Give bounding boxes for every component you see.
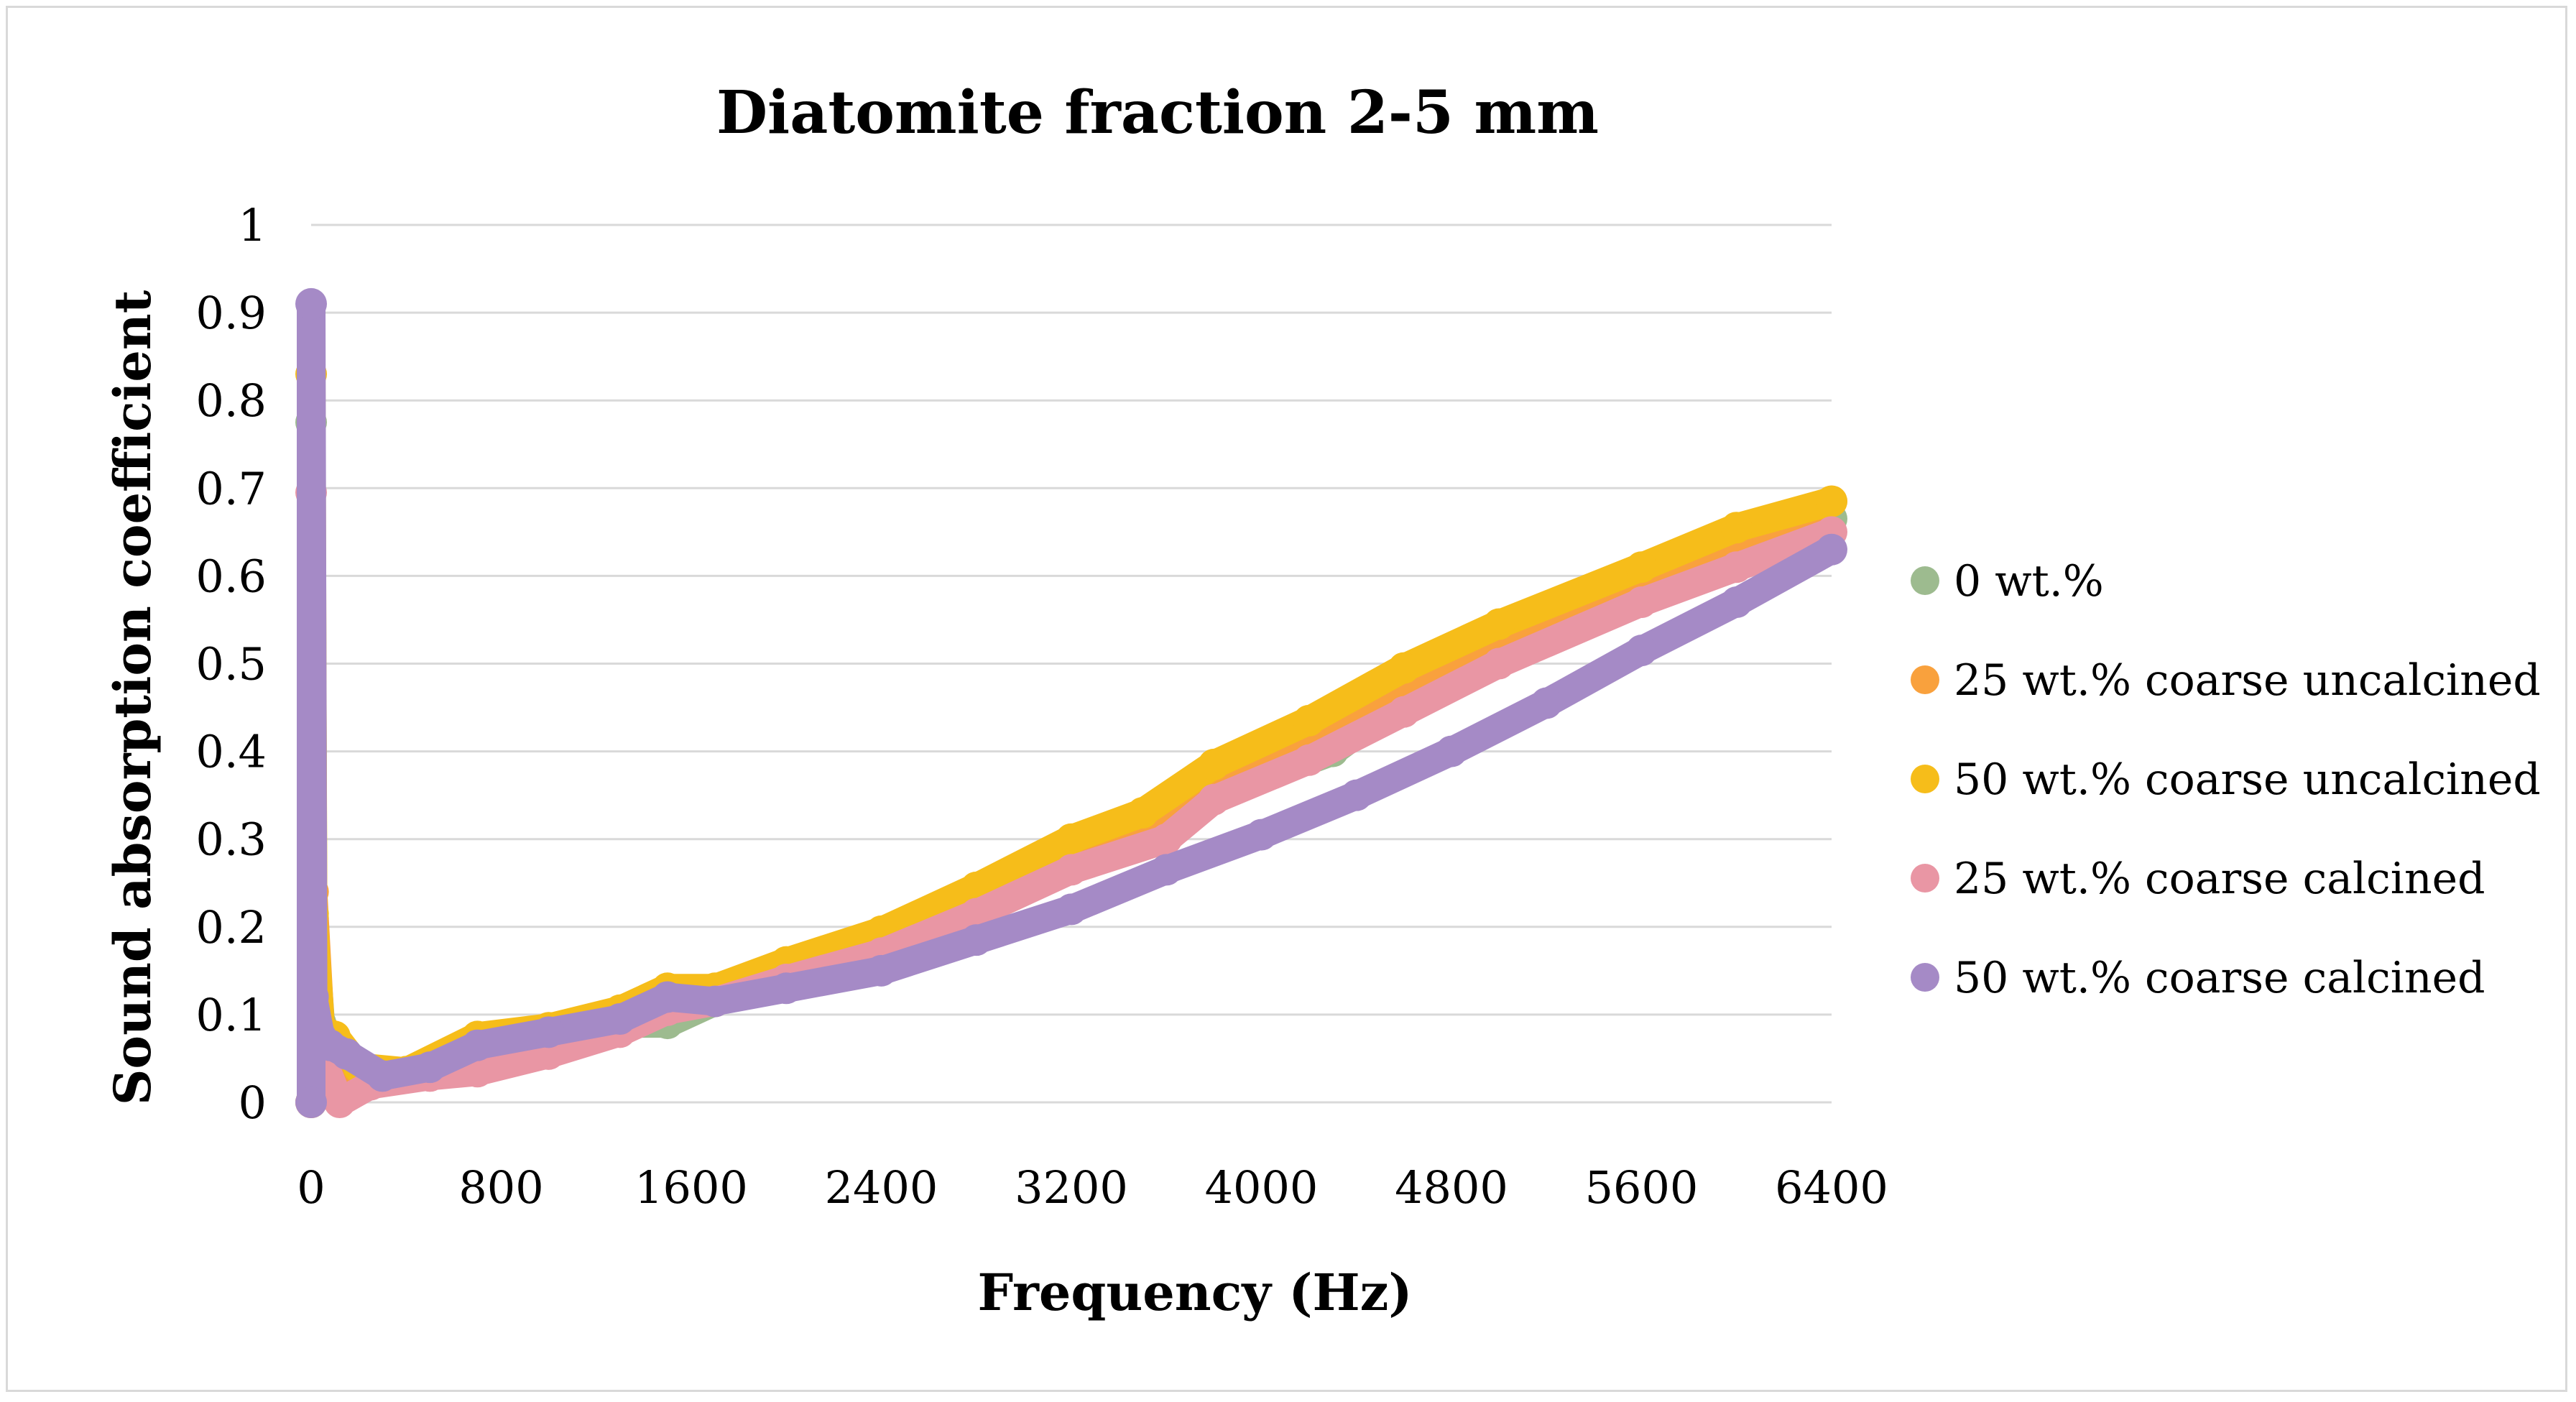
- legend-label: 25 wt.% coarse uncalcined: [1954, 655, 2541, 706]
- legend-marker: [1911, 765, 1939, 793]
- data-point: [461, 1029, 494, 1061]
- data-point: [1483, 608, 1515, 640]
- legend-label: 50 wt.% coarse calcined: [1954, 953, 2485, 1003]
- x-tick-label: 1600: [634, 1161, 748, 1214]
- y-tick-label: 0.8: [195, 374, 267, 427]
- y-tick-label: 0.7: [195, 462, 267, 515]
- data-point: [1198, 748, 1230, 780]
- data-point: [1720, 551, 1753, 584]
- x-axis-title: Frequency (Hz): [978, 1263, 1413, 1322]
- legend-marker: [1911, 864, 1939, 893]
- data-point: [1150, 854, 1183, 886]
- data-point: [865, 954, 897, 987]
- x-tick-label: 4000: [1205, 1161, 1319, 1214]
- x-tick-label: 3200: [1015, 1161, 1128, 1214]
- legend-item-1: 25 wt.% coarse uncalcined: [1911, 655, 2541, 706]
- data-point: [1531, 687, 1563, 719]
- legend-label: 25 wt.% coarse calcined: [1954, 854, 2485, 904]
- legend-item-0: 0 wt.%: [1911, 556, 2104, 607]
- chart-frame: Diatomite fraction 2-5 mm 0 0.1 0.2 0.3 0.4 0…: [6, 6, 2567, 1392]
- data-point: [1388, 696, 1420, 728]
- data-point: [1127, 797, 1159, 829]
- data-point: [532, 1016, 565, 1048]
- legend-item-2: 50 wt.% coarse uncalcined: [1911, 755, 2541, 805]
- data-point: [1625, 586, 1658, 619]
- y-tick-label: 0.4: [195, 726, 267, 778]
- y-tick-label: 0.9: [195, 287, 267, 339]
- x-tick-label: 5600: [1585, 1161, 1699, 1214]
- y-tick-label: 0.2: [195, 901, 267, 954]
- y-tick-label: 0.3: [195, 813, 267, 866]
- series-line: [297, 289, 1846, 1117]
- data-point: [1293, 704, 1325, 737]
- data-point: [604, 1003, 636, 1036]
- series-line: [297, 359, 1846, 1117]
- data-point: [1816, 533, 1847, 566]
- y-tick-label: 0.5: [195, 638, 267, 691]
- data-point: [651, 981, 683, 1013]
- data-point: [1436, 735, 1467, 767]
- data-point: [1816, 485, 1847, 517]
- data-point: [1340, 779, 1372, 811]
- y-tick-label: 0.1: [195, 989, 267, 1041]
- x-tick-label: 4800: [1395, 1161, 1508, 1214]
- data-point: [1720, 586, 1753, 619]
- legend-marker: [1911, 963, 1939, 992]
- data-point: [1245, 818, 1278, 851]
- data-point: [1056, 854, 1087, 886]
- x-tick-label: 2400: [825, 1161, 938, 1214]
- legend-marker: [1911, 665, 1939, 694]
- data-point: [1293, 744, 1325, 776]
- y-tick-label: 1: [239, 199, 267, 252]
- y-axis-title: Sound absorption coefficient: [103, 290, 162, 1105]
- series-2: [295, 358, 1847, 1118]
- data-point: [331, 1038, 363, 1070]
- data-point: [366, 1060, 399, 1092]
- legend-label: 50 wt.% coarse uncalcined: [1954, 755, 2541, 805]
- data-point: [295, 1087, 327, 1118]
- data-point: [1483, 647, 1515, 680]
- data-point: [960, 898, 992, 930]
- data-point: [960, 924, 992, 956]
- data-point: [1056, 893, 1087, 926]
- data-point: [323, 1087, 356, 1118]
- data-point: [295, 287, 327, 320]
- series-4: [295, 287, 1847, 1118]
- y-tick-labels: 0 0.1 0.2 0.3 0.4 0.5 0.6 0.7 0.8 0.9 1: [195, 199, 267, 1129]
- data-point: [414, 1051, 446, 1084]
- legend-marker: [1911, 566, 1939, 595]
- x-tick-label: 800: [458, 1161, 543, 1214]
- data-point: [297, 981, 329, 1013]
- x-tick-label: 0: [297, 1161, 325, 1214]
- x-tick-label: 6400: [1775, 1161, 1888, 1214]
- series-layer: [295, 287, 1847, 1118]
- y-tick-label: 0.6: [195, 550, 267, 602]
- data-point: [1198, 783, 1230, 816]
- y-tick-label: 0: [239, 1076, 267, 1129]
- data-point: [1625, 551, 1658, 584]
- data-point: [1625, 635, 1658, 667]
- data-point: [699, 985, 731, 1018]
- x-tick-labels: 0 800 1600 2400 3200 4000 4800 5600 6400: [297, 1161, 1888, 1214]
- data-point: [1150, 823, 1183, 855]
- data-point: [1388, 652, 1420, 684]
- legend-label: 0 wt.%: [1954, 556, 2104, 607]
- series-line: [297, 407, 1846, 1117]
- series-0: [295, 406, 1847, 1118]
- chart-svg: Diatomite fraction 2-5 mm 00.10.20.30.40…: [103, 78, 2541, 1322]
- data-point: [770, 972, 803, 1005]
- legend-item-3: 25 wt.% coarse calcined: [1911, 854, 2485, 904]
- data-point: [1720, 512, 1753, 544]
- data-point: [1056, 823, 1087, 855]
- chart-title: Diatomite fraction 2-5 mm: [716, 78, 1599, 147]
- legend-item-4: 50 wt.% coarse calcined: [1911, 953, 2485, 1003]
- legend: 0 wt.% 25 wt.% coarse uncalcined 50 wt.% c…: [1911, 556, 2541, 1003]
